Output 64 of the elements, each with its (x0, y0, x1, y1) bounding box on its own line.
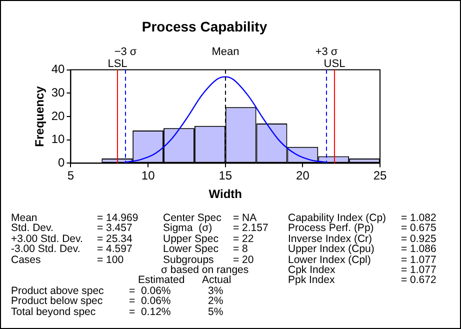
x-axis-title: Width (208, 187, 242, 202)
text: = 1.086 (401, 243, 436, 256)
text: = 1.077 (401, 264, 436, 276)
text: 5% (208, 306, 224, 318)
y-axis-title: Frequency (32, 86, 47, 147)
text: Product below spec (11, 295, 103, 308)
y-tick-label: 10 (51, 132, 66, 146)
text: Process Perf. (Pp) (288, 222, 374, 234)
text: 2% (208, 295, 224, 308)
text: Lower Spec (163, 243, 218, 256)
text: Upper Index (Cpu) (288, 243, 374, 256)
text: = 20 (233, 254, 254, 266)
text: = 0.06% (129, 295, 171, 308)
text: Lower Index (Cpl) (288, 254, 371, 266)
text: Mean (11, 212, 38, 224)
text: = 100 (97, 254, 124, 266)
chart-title: Process Capability (142, 18, 268, 34)
text: Cpk Index (288, 264, 336, 276)
text: Sigma (σ) (163, 222, 212, 234)
text: Ppk Index (288, 274, 335, 286)
text: Actual (202, 274, 232, 286)
text: = 1.082 (401, 212, 436, 224)
text: Subgroups (163, 254, 214, 266)
y-tick-label: 20 (51, 108, 66, 123)
text: = 4.597 (97, 243, 132, 256)
text: Upper Spec (163, 232, 218, 245)
text: Product above spec (11, 284, 104, 297)
ref-line-label: −3 σ (114, 46, 137, 58)
text: σ based on ranges (161, 264, 249, 276)
text: Center Spec (163, 212, 222, 224)
text: = 2.157 (233, 222, 268, 234)
text: = 22 (233, 232, 254, 245)
x-tick-label: 10 (141, 168, 156, 183)
ref-line-label: Mean (212, 46, 240, 58)
y-tick-label: 0 (58, 156, 66, 170)
text: Inverse Index (Cr) (288, 232, 372, 245)
x-tick-label: 25 (373, 168, 387, 183)
x-tick-label: 5 (67, 168, 74, 183)
text: = 0.925 (401, 232, 436, 245)
text: +3.00 Std. Dev. (11, 232, 83, 245)
text: = 8 (233, 243, 248, 256)
ref-line-label: USL (324, 58, 346, 70)
text: = 14.969 (97, 212, 138, 224)
text: = 3.457 (97, 222, 132, 234)
text: = 0.675 (401, 222, 436, 234)
text: = 1.077 (401, 254, 436, 266)
text: = 0.06% (129, 284, 171, 297)
text: Total beyond spec (11, 306, 96, 318)
text: = 0.12% (129, 306, 171, 318)
text: = NA (233, 212, 257, 224)
ref-line-label: LSL (108, 58, 128, 70)
ref-line-label: +3 σ (315, 46, 338, 58)
text: -3.00 Std. Dev. (11, 243, 80, 256)
text: = 25.34 (97, 232, 132, 245)
y-tick-label: 30 (51, 85, 66, 100)
text: 3% (208, 284, 224, 297)
text: = 0.672 (401, 274, 436, 286)
text: Cases (11, 254, 41, 266)
x-tick-label: 15 (218, 168, 232, 183)
y-tick-label: 40 (51, 62, 66, 76)
x-tick-label: 20 (296, 168, 310, 183)
text: Estimated (138, 274, 185, 286)
text: Std. Dev. (11, 222, 54, 234)
text: Capability Index (Cp) (288, 212, 386, 224)
